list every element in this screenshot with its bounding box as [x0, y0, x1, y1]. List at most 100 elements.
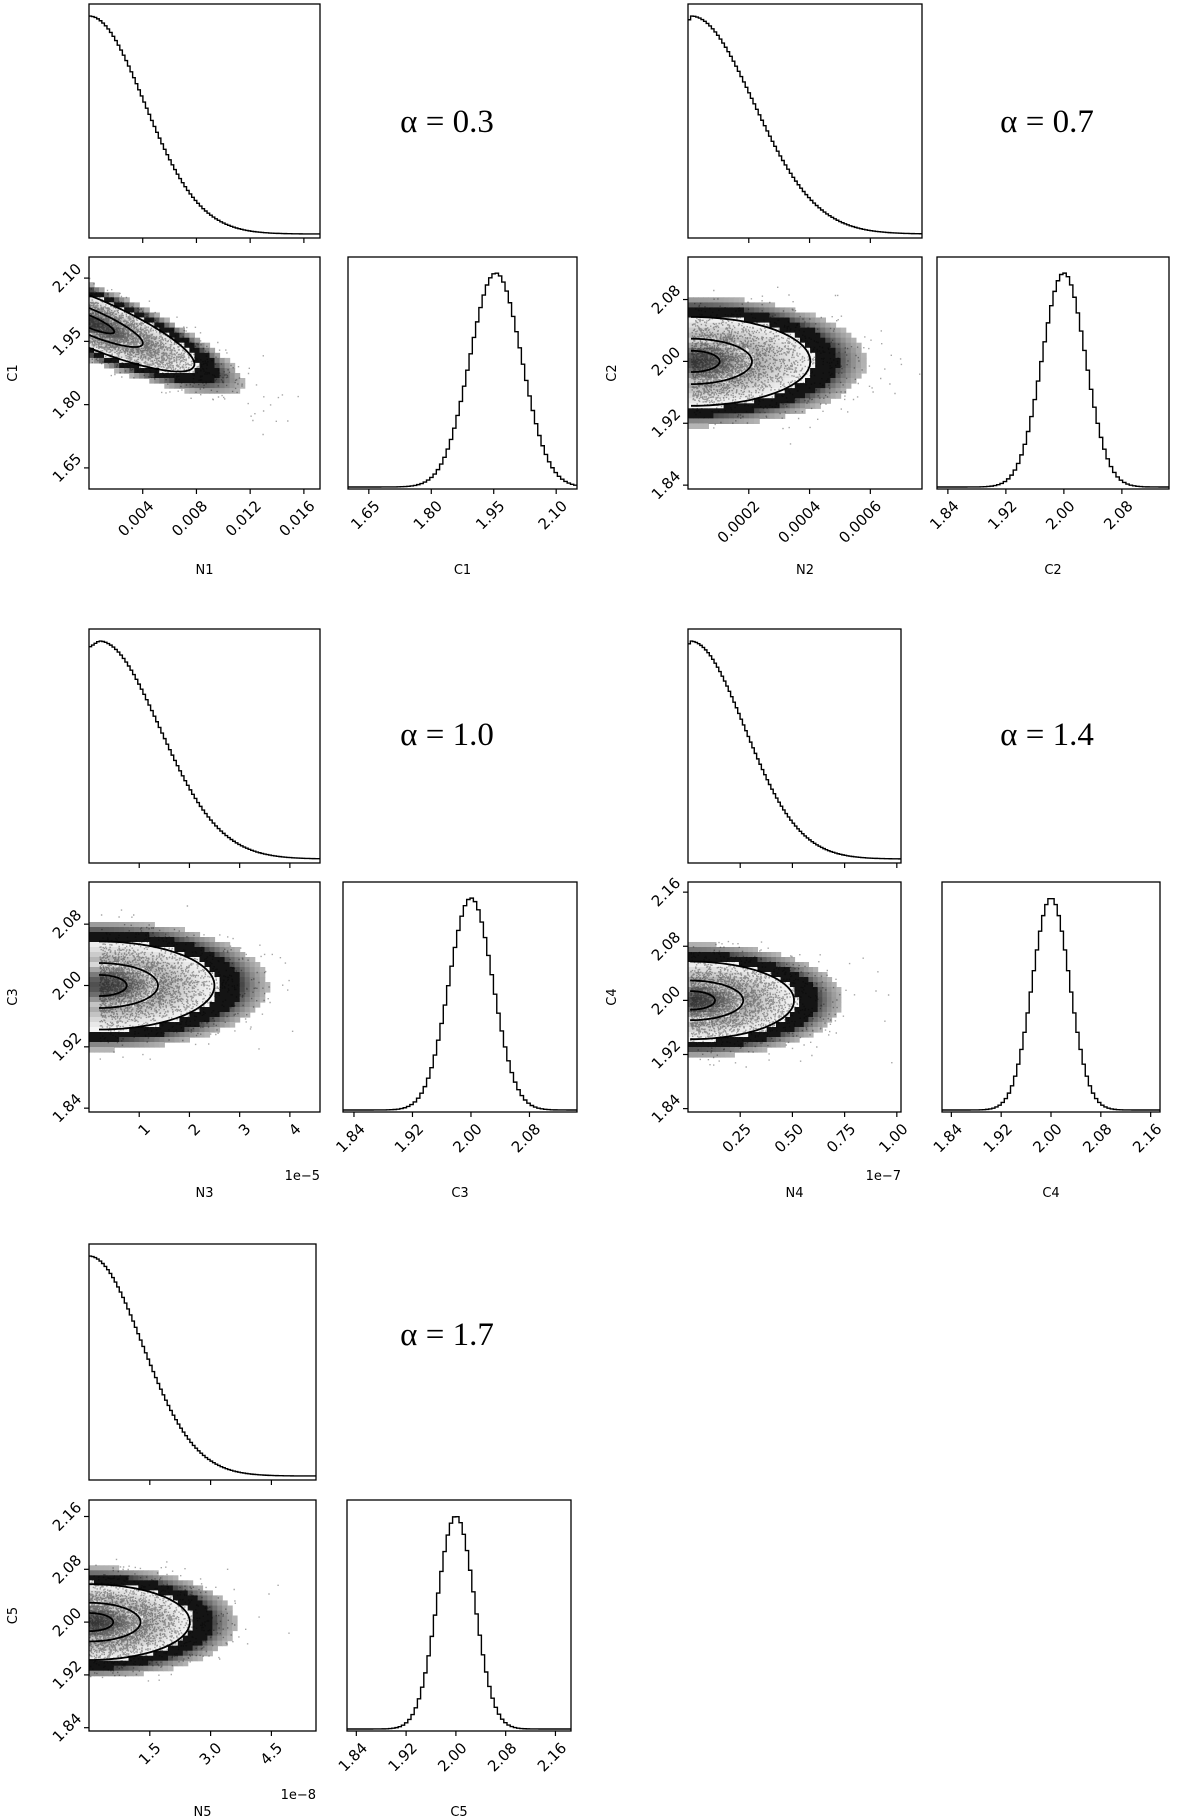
density-cell	[693, 423, 699, 429]
density-cell	[234, 1012, 241, 1018]
density-cell	[752, 947, 758, 953]
density-cell	[194, 932, 201, 938]
density-cell	[754, 378, 760, 384]
density-cell	[169, 1022, 175, 1028]
density-cell	[249, 977, 256, 983]
density-cell	[124, 1042, 130, 1048]
density-cell	[850, 357, 857, 364]
density-cell	[720, 957, 726, 963]
density-cell	[706, 962, 712, 968]
density-cell	[249, 957, 256, 963]
density-cell	[734, 992, 740, 998]
density-cell	[129, 967, 135, 973]
density-cell	[197, 1625, 204, 1632]
density-cell	[776, 1022, 782, 1028]
density-cell	[234, 997, 241, 1003]
density-cell	[114, 927, 120, 933]
density-cell	[158, 1625, 164, 1632]
sample-points	[690, 940, 893, 1068]
joint-density	[688, 286, 921, 445]
density-cell	[124, 352, 130, 359]
density-cell	[799, 393, 806, 399]
density-cell	[715, 1032, 721, 1038]
marginal-c-frame	[342, 881, 578, 1113]
density-cell	[109, 962, 115, 968]
density-cell	[830, 362, 837, 369]
density-cell	[199, 967, 206, 973]
density-cell	[134, 952, 140, 958]
density-cell	[89, 1027, 95, 1033]
density-cell	[129, 982, 135, 988]
density-cell	[789, 342, 796, 349]
density-cell	[93, 1640, 100, 1647]
density-cell	[194, 368, 201, 374]
density-cell	[715, 957, 721, 963]
density-cell	[825, 383, 831, 389]
density-cell	[738, 403, 745, 409]
density-cell	[744, 312, 750, 319]
density-cell	[692, 962, 698, 968]
density-cell	[113, 1605, 120, 1612]
density-cell	[749, 352, 755, 359]
density-cell	[785, 967, 791, 973]
density-cell	[133, 1620, 139, 1627]
density-cell	[139, 357, 145, 364]
density-cell	[748, 1017, 754, 1023]
density-cell	[144, 957, 150, 963]
x-offset-label: 1e−5	[285, 1169, 320, 1184]
density-cell	[94, 317, 100, 324]
density-cell	[109, 307, 115, 313]
density-cell	[199, 347, 206, 354]
density-cell	[99, 1032, 105, 1038]
density-cell	[759, 332, 765, 339]
density-cell	[99, 932, 105, 938]
density-cell	[134, 967, 140, 973]
density-cell	[119, 972, 125, 978]
density-cell	[93, 1655, 100, 1662]
density-cell	[189, 982, 195, 988]
density-cell	[119, 1012, 125, 1018]
density-cell	[174, 362, 180, 369]
density-cell	[163, 1650, 169, 1657]
contour-level-3	[89, 294, 196, 373]
density-cell	[159, 1017, 165, 1023]
density-cell	[109, 1042, 115, 1048]
density-cell	[799, 322, 806, 329]
density-cell	[118, 1635, 125, 1642]
density-cell	[749, 362, 755, 369]
density-cell	[708, 327, 714, 334]
density-cell	[109, 1037, 115, 1043]
density-cell	[234, 982, 241, 988]
density-cell	[209, 962, 216, 968]
density-cell	[748, 987, 754, 993]
density-cell	[114, 1012, 120, 1018]
contour-level-3	[99, 940, 216, 1031]
density-cell	[711, 1022, 717, 1028]
density-cell	[199, 992, 206, 998]
density-cell	[762, 982, 768, 988]
density-cell	[692, 942, 698, 948]
density-cell	[835, 373, 842, 379]
density-cell	[764, 322, 770, 329]
density-cell	[776, 1032, 782, 1038]
density-cell	[204, 378, 211, 384]
density-cell	[119, 1017, 125, 1023]
density-cell	[720, 977, 726, 983]
density-cell	[820, 337, 826, 344]
density-cell	[189, 947, 195, 953]
density-cell	[706, 972, 712, 978]
density-cell	[214, 947, 221, 953]
density-cell	[209, 388, 216, 394]
density-cell	[789, 383, 796, 389]
density-cell	[164, 322, 170, 329]
density-cell	[149, 362, 155, 369]
density-cell	[98, 1660, 105, 1667]
density-cell	[776, 962, 782, 968]
density-cell	[169, 952, 175, 958]
density-cell	[219, 967, 226, 973]
density-cell	[114, 957, 120, 963]
density-cell	[780, 977, 786, 983]
density-cell	[144, 1007, 150, 1013]
density-cell	[706, 942, 712, 948]
density-cell	[139, 947, 145, 953]
